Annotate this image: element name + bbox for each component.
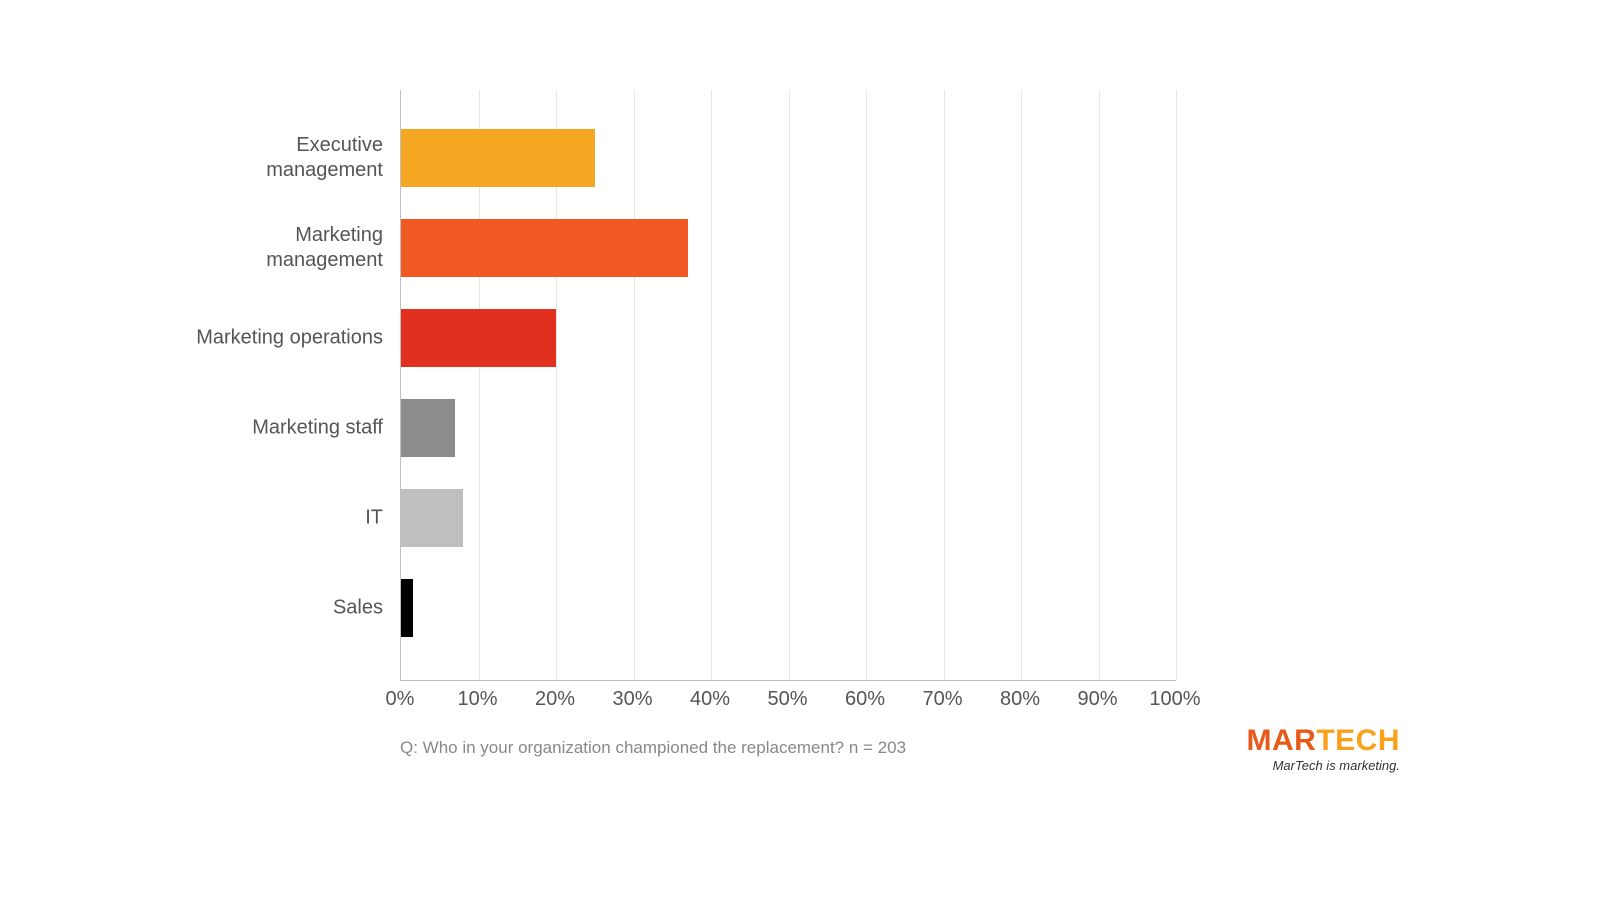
grid-line bbox=[1099, 90, 1100, 680]
y-axis-label: IT bbox=[193, 506, 383, 531]
grid-line bbox=[866, 90, 867, 680]
bar bbox=[401, 579, 413, 637]
grid-line bbox=[1021, 90, 1022, 680]
grid-line bbox=[634, 90, 635, 680]
x-axis-tick: 10% bbox=[457, 688, 497, 711]
y-axis-label: Marketing operations bbox=[193, 326, 383, 351]
x-axis-tick: 70% bbox=[922, 688, 962, 711]
bar bbox=[401, 399, 455, 457]
grid-line bbox=[944, 90, 945, 680]
y-axis-label: Marketingmanagement bbox=[193, 223, 383, 273]
x-axis-tick: 50% bbox=[767, 688, 807, 711]
x-axis-tick: 30% bbox=[612, 688, 652, 711]
y-axis-label: Marketing staff bbox=[193, 416, 383, 441]
x-axis-tick: 100% bbox=[1149, 688, 1200, 711]
x-axis-tick: 90% bbox=[1077, 688, 1117, 711]
x-axis-tick: 60% bbox=[845, 688, 885, 711]
brand-block: MARTECH MarTech is marketing. bbox=[1247, 726, 1401, 773]
x-axis-tick: 20% bbox=[535, 688, 575, 711]
brand-logo: MARTECH bbox=[1247, 726, 1401, 756]
grid-line bbox=[1176, 90, 1177, 680]
grid-line bbox=[711, 90, 712, 680]
y-axis-label: Executivemanagement bbox=[193, 133, 383, 183]
x-axis-ticks: 0%10%20%30%40%50%60%70%80%90%100% bbox=[400, 688, 1175, 718]
bar bbox=[401, 309, 556, 367]
y-axis-labels: Executivemanagement Marketingmanagement Ma… bbox=[190, 90, 395, 680]
bar bbox=[401, 219, 688, 277]
brand-logo-dark: MAR bbox=[1247, 724, 1317, 757]
chart-container: Executivemanagement Marketingmanagement Ma… bbox=[190, 90, 1420, 790]
x-axis-tick: 80% bbox=[1000, 688, 1040, 711]
bar bbox=[401, 489, 463, 547]
brand-tagline: MarTech is marketing. bbox=[1247, 758, 1401, 773]
x-axis-tick: 0% bbox=[386, 688, 415, 711]
x-axis-tick: 40% bbox=[690, 688, 730, 711]
plot-area bbox=[400, 90, 1176, 681]
y-axis-label: Sales bbox=[193, 596, 383, 621]
bar bbox=[401, 129, 595, 187]
brand-logo-light: TECH bbox=[1316, 724, 1400, 757]
chart-caption: Q: Who in your organization championed t… bbox=[400, 738, 906, 758]
grid-line bbox=[789, 90, 790, 680]
